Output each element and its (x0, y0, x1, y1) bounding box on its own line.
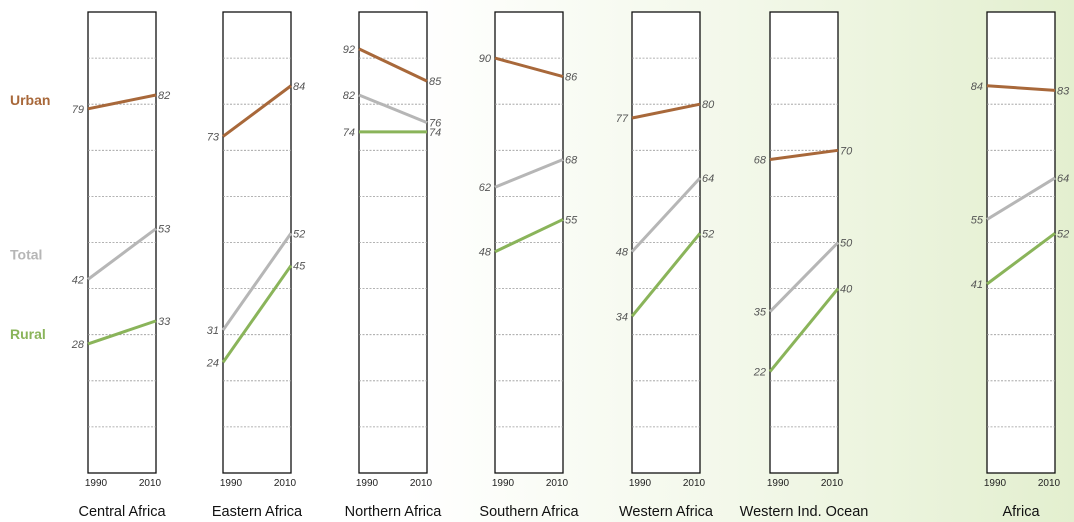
series-line-rural (87, 319, 157, 346)
data-label: 74 (429, 127, 441, 139)
series-line-rural (494, 218, 564, 254)
x-tick-label: 2010 (546, 478, 569, 489)
data-label: 52 (1057, 228, 1069, 240)
legend-entry-rural: Rural (10, 326, 46, 342)
region-label: Northern Africa (345, 504, 443, 520)
region-label: Western Africa (619, 504, 714, 520)
data-label: 92 (343, 44, 355, 56)
data-label: 64 (702, 173, 714, 185)
series-line-rural (986, 232, 1056, 286)
series-line-total (768, 241, 840, 313)
region-label: Eastern Africa (212, 504, 303, 520)
data-label: 73 (207, 131, 220, 143)
x-tick-label: 2010 (683, 478, 706, 489)
series-line-urban (222, 84, 292, 138)
legend: Urban Total Rural (10, 92, 50, 342)
x-tick-label: 1990 (356, 478, 379, 489)
series-line-total (87, 227, 157, 281)
panel-central-africa: 1990 2010 Central Africa 79 82 42 53 28 33 (71, 11, 171, 520)
data-label: 85 (429, 76, 442, 88)
data-label: 48 (616, 247, 629, 259)
data-label: 83 (1057, 85, 1070, 97)
data-label: 24 (206, 357, 219, 369)
panel-western-ind-ocean: 1990 2010 Western Ind. Ocean 68 70 35 50 22 40 (740, 11, 869, 520)
data-label: 68 (565, 155, 578, 167)
series-line-total (494, 158, 564, 189)
data-label: 55 (971, 214, 984, 226)
series-line-urban (358, 47, 428, 83)
data-label: 42 (72, 274, 84, 286)
series-line-urban (87, 93, 157, 111)
x-tick-label: 2010 (1038, 478, 1061, 489)
x-tick-label: 1990 (629, 478, 652, 489)
data-label: 33 (158, 316, 171, 328)
series-line-urban (986, 84, 1056, 92)
data-label: 50 (840, 238, 853, 250)
data-label: 53 (158, 224, 171, 236)
panel-southern-africa: 1990 2010 Southern Africa 90 86 62 68 48 55 (479, 11, 580, 520)
series-line-urban (631, 102, 701, 120)
x-tick-label: 2010 (139, 478, 162, 489)
x-tick-label: 2010 (821, 478, 844, 489)
data-label: 82 (158, 90, 170, 102)
series-line-rural (768, 287, 840, 373)
region-label: Southern Africa (479, 504, 579, 520)
x-tick-label: 1990 (984, 478, 1007, 489)
data-label: 64 (1057, 173, 1069, 185)
series-line-total (986, 176, 1056, 221)
data-label: 80 (702, 99, 715, 111)
data-label: 52 (702, 228, 714, 240)
x-tick-label: 1990 (220, 478, 243, 489)
data-label: 84 (971, 81, 983, 93)
data-label: 68 (754, 155, 767, 167)
region-label: Africa (1002, 504, 1040, 520)
legend-entry-urban: Urban (10, 92, 50, 108)
data-label: 48 (479, 247, 492, 259)
data-label: 62 (479, 182, 491, 194)
region-label: Western Ind. Ocean (740, 504, 869, 520)
data-label: 22 (753, 367, 766, 379)
x-tick-label: 2010 (274, 478, 297, 489)
data-label: 35 (754, 307, 767, 319)
x-tick-label: 1990 (492, 478, 515, 489)
data-label: 77 (616, 113, 629, 125)
series-line-total (358, 93, 428, 125)
data-label: 52 (293, 228, 305, 240)
series-line-urban (769, 148, 839, 162)
series-line-rural (630, 232, 702, 318)
data-label: 86 (565, 72, 578, 84)
data-label: 74 (343, 127, 355, 139)
data-label: 70 (840, 145, 853, 157)
data-label: 82 (343, 90, 355, 102)
data-label: 45 (293, 261, 306, 273)
series-line-total (221, 232, 293, 331)
region-label: Central Africa (78, 504, 166, 520)
data-label: 90 (479, 53, 492, 65)
data-label: 28 (71, 339, 85, 351)
data-label: 41 (971, 279, 983, 291)
data-label: 31 (207, 325, 219, 337)
x-tick-label: 2010 (410, 478, 433, 489)
data-label: 55 (565, 214, 578, 226)
series-line-urban (494, 56, 564, 78)
panel-western-africa: 1990 2010 Western Africa 77 80 48 64 34 52 (616, 11, 715, 520)
panel-eastern-africa: 1990 2010 Eastern Africa 73 84 31 52 24 45 (206, 11, 306, 520)
x-tick-label: 1990 (767, 478, 790, 489)
legend-entry-total: Total (10, 246, 42, 262)
data-label: 79 (72, 104, 84, 116)
data-label: 34 (616, 311, 628, 323)
x-tick-label: 1990 (85, 478, 108, 489)
series-line-rural (221, 264, 293, 364)
data-label: 76 (429, 118, 442, 130)
panel-africa: 1990 2010 Africa 84 83 55 64 41 52 (971, 11, 1070, 520)
data-label: 84 (293, 81, 305, 93)
data-label: 40 (840, 284, 853, 296)
series-line-total (630, 176, 702, 253)
